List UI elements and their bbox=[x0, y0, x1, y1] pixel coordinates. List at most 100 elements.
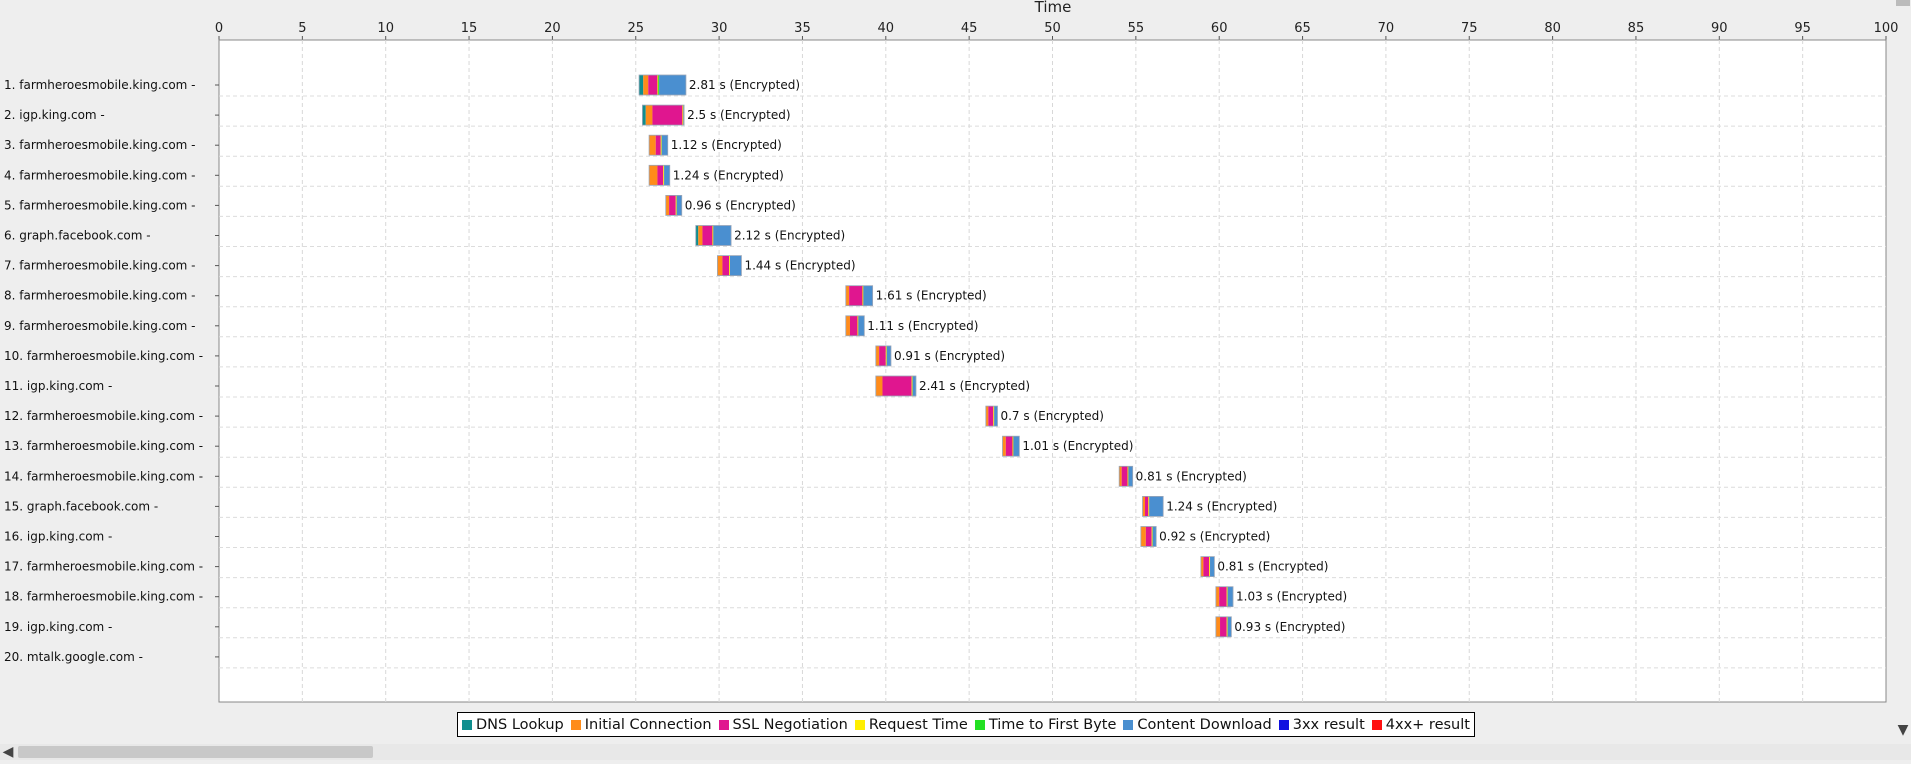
legend-swatch bbox=[1123, 719, 1134, 730]
bar-duration-label: 0.96 s (Encrypted) bbox=[685, 198, 796, 212]
row-label: 10. farmheroesmobile.king.com - bbox=[4, 349, 203, 363]
row-label: 2. igp.king.com - bbox=[4, 108, 105, 122]
bar-duration-label: 1.61 s (Encrypted) bbox=[876, 289, 987, 303]
bar-duration-label: 1.03 s (Encrypted) bbox=[1236, 590, 1347, 604]
bar-segment-request bbox=[1209, 556, 1211, 577]
bar-segment-request bbox=[729, 255, 731, 276]
bar-segment-connect bbox=[1140, 526, 1146, 547]
bar-segment-request bbox=[993, 406, 995, 427]
x-tick-label: 0 bbox=[215, 21, 223, 36]
bar-segment-connect bbox=[845, 285, 850, 306]
x-tick-label: 85 bbox=[1628, 21, 1645, 36]
bar-segment-download bbox=[886, 345, 891, 366]
bar-segment-connect bbox=[649, 165, 658, 186]
bar-segment-ttfb bbox=[658, 75, 660, 95]
legend-swatch bbox=[974, 719, 985, 730]
bar-segment-connect bbox=[717, 255, 723, 276]
legend-item-r3xx: 3xx result bbox=[1278, 716, 1365, 733]
bar-outline bbox=[1215, 586, 1234, 608]
bar-outline bbox=[875, 345, 892, 367]
bar-segment-ssl bbox=[648, 75, 658, 95]
bar-segment-connect bbox=[643, 75, 649, 95]
bar-outline bbox=[717, 255, 742, 277]
scroll-left-icon[interactable]: ◀ bbox=[2, 744, 14, 760]
legend-swatch bbox=[854, 719, 865, 730]
bar-segment-request bbox=[885, 345, 887, 366]
row-label: 17. farmheroesmobile.king.com - bbox=[4, 560, 203, 574]
bar-segment-ssl bbox=[1121, 466, 1128, 487]
legend-label: Initial Connection bbox=[584, 716, 712, 733]
row-label: 19. igp.king.com - bbox=[4, 620, 112, 634]
row-label: 4. farmheroesmobile.king.com - bbox=[4, 168, 196, 182]
x-tick-label: 65 bbox=[1294, 21, 1311, 36]
x-tick-label: 30 bbox=[711, 21, 728, 36]
bar-segment-download bbox=[858, 315, 865, 336]
horizontal-scrollbar[interactable]: ◀ bbox=[0, 744, 1911, 760]
bar-segment-connect bbox=[649, 135, 656, 156]
row-label: 3. farmheroesmobile.king.com - bbox=[4, 138, 196, 152]
bar-outline bbox=[665, 194, 683, 216]
bar-duration-label: 2.5 s (Encrypted) bbox=[687, 108, 790, 122]
bar-segment-ssl bbox=[849, 315, 858, 336]
legend-item-ttfb: Time to First Byte bbox=[974, 717, 1116, 733]
bar-outline bbox=[648, 134, 669, 156]
legend-label: DNS Lookup bbox=[476, 716, 564, 733]
bar-segment-ssl bbox=[669, 195, 676, 216]
bar-segment-download bbox=[659, 75, 686, 95]
bar-outline bbox=[648, 164, 671, 186]
row-labels: 1. farmheroesmobile.king.com - 2. igp.kin… bbox=[4, 78, 219, 664]
grid-lines bbox=[219, 40, 1886, 702]
bar-segment-download bbox=[1013, 436, 1020, 457]
x-tick-label: 70 bbox=[1378, 21, 1395, 36]
bar-outline bbox=[985, 405, 998, 427]
chart-legend: DNS Lookup Initial Connection SSL Negotiat… bbox=[457, 712, 1475, 737]
bar-segment-ssl bbox=[1005, 436, 1013, 457]
bar-segment-request bbox=[1127, 466, 1129, 487]
bar-outline bbox=[1140, 526, 1157, 547]
x-axis-title: Time bbox=[1034, 0, 1072, 16]
bar-segment-request bbox=[911, 376, 913, 396]
bar-segment-download bbox=[1210, 556, 1215, 577]
bar-duration-label: 0.91 s (Encrypted) bbox=[894, 349, 1005, 363]
x-tick-label: 100 bbox=[1874, 21, 1899, 36]
bar-segment-download bbox=[1227, 616, 1232, 637]
bar-segment-download bbox=[912, 376, 916, 396]
x-axis-ticks: 0 5 10 15 20 25 30 35 40 45 50 55 60 65 70 75 80 85 90 95 10… bbox=[215, 21, 1899, 40]
bar-duration-label: 1.44 s (Encrypted) bbox=[744, 259, 855, 273]
vertical-scrollbar-thumb[interactable] bbox=[1896, 0, 1910, 6]
x-tick-label: 95 bbox=[1794, 21, 1811, 36]
bar-segment-ssl bbox=[722, 255, 730, 276]
bar-segment-dns bbox=[642, 105, 646, 126]
x-tick-label: 15 bbox=[461, 21, 478, 36]
legend-swatch bbox=[718, 719, 729, 730]
row-label: 12. farmheroesmobile.king.com - bbox=[4, 409, 203, 423]
bar-segment-request bbox=[857, 315, 859, 336]
bar-segment-ssl bbox=[1219, 586, 1227, 607]
bar-duration-label: 0.81 s (Encrypted) bbox=[1136, 469, 1247, 483]
legend-label: Content Download bbox=[1137, 716, 1272, 733]
bar-segment-ssl bbox=[652, 105, 683, 126]
legend-item-ssl: SSL Negotiation bbox=[718, 717, 848, 733]
bar-duration-label: 0.92 s (Encrypted) bbox=[1159, 530, 1270, 544]
bar-duration-label: 0.93 s (Encrypted) bbox=[1234, 620, 1345, 634]
bar-segment-connect bbox=[1119, 466, 1122, 487]
legend-label: 3xx result bbox=[1292, 716, 1365, 733]
row-label: 7. farmheroesmobile.king.com - bbox=[4, 259, 196, 273]
bar-segment-connect bbox=[1002, 436, 1006, 457]
bar-segment-download bbox=[661, 135, 668, 156]
x-tick-label: 25 bbox=[627, 21, 644, 36]
row-label: 11. igp.king.com - bbox=[4, 379, 112, 393]
bar-segment-request bbox=[1226, 586, 1228, 607]
legend-label: Request Time bbox=[868, 716, 968, 733]
x-tick-label: 10 bbox=[377, 21, 394, 36]
bar-segment-connect bbox=[1200, 556, 1204, 577]
scroll-down-icon[interactable]: ▼ bbox=[1897, 722, 1909, 738]
bar-outline bbox=[875, 375, 917, 397]
x-tick-label: 35 bbox=[794, 21, 811, 36]
bar-segment-dns bbox=[639, 75, 644, 95]
legend-swatch bbox=[462, 719, 472, 730]
bar-segment-request bbox=[1012, 436, 1014, 457]
scrollbar-thumb[interactable] bbox=[18, 746, 373, 758]
bar-outline bbox=[845, 285, 874, 307]
bar-segment-download bbox=[1152, 526, 1157, 547]
